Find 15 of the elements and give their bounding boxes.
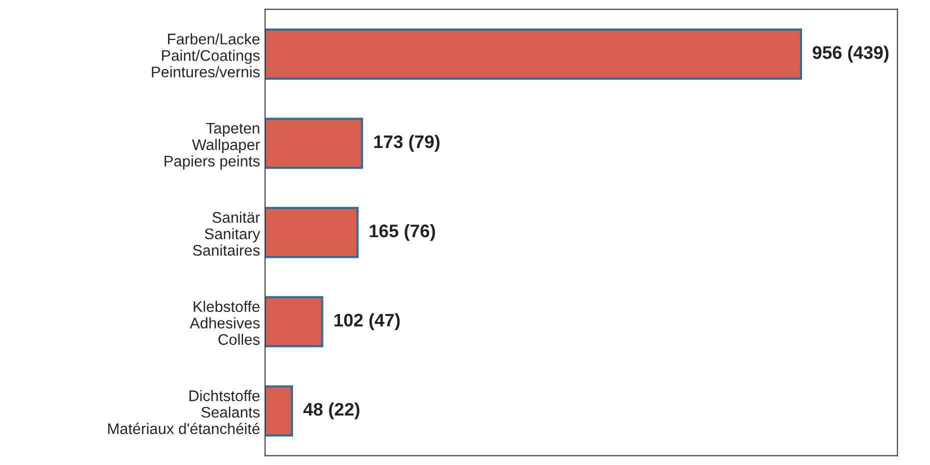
y-tick-label: Sanitär Sanitary Sanitaires <box>192 212 260 256</box>
data-label: 956 (439) <box>812 46 888 63</box>
data-label: 102 (47) <box>334 313 400 330</box>
data-label: 173 (79) <box>374 134 440 152</box>
bar <box>265 118 364 169</box>
y-tick-label: Klebstoffe Adhesives Colles <box>190 300 260 345</box>
y-tick-label: Dichtstoffe Sealants Matériaux d'étanchéité <box>108 390 260 434</box>
bar <box>265 206 359 258</box>
y-tick-label: Farben/Lacke Paint/Coatings Peintures/vernis <box>152 33 260 78</box>
bar <box>265 385 294 436</box>
bar <box>265 28 802 80</box>
y-tick-label: Tapeten Wallpaper Papiers peints <box>164 122 260 170</box>
data-label: 48 (22) <box>303 402 360 420</box>
bar <box>265 296 324 348</box>
data-label: 165 (76) <box>370 224 436 241</box>
